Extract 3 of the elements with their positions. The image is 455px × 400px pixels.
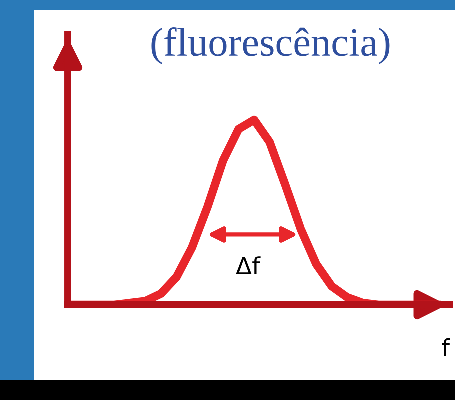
annotation: Δf: [236, 256, 261, 275]
chart-title: (fluorescência): [152, 28, 390, 64]
x-axis-title: f: [442, 338, 450, 356]
